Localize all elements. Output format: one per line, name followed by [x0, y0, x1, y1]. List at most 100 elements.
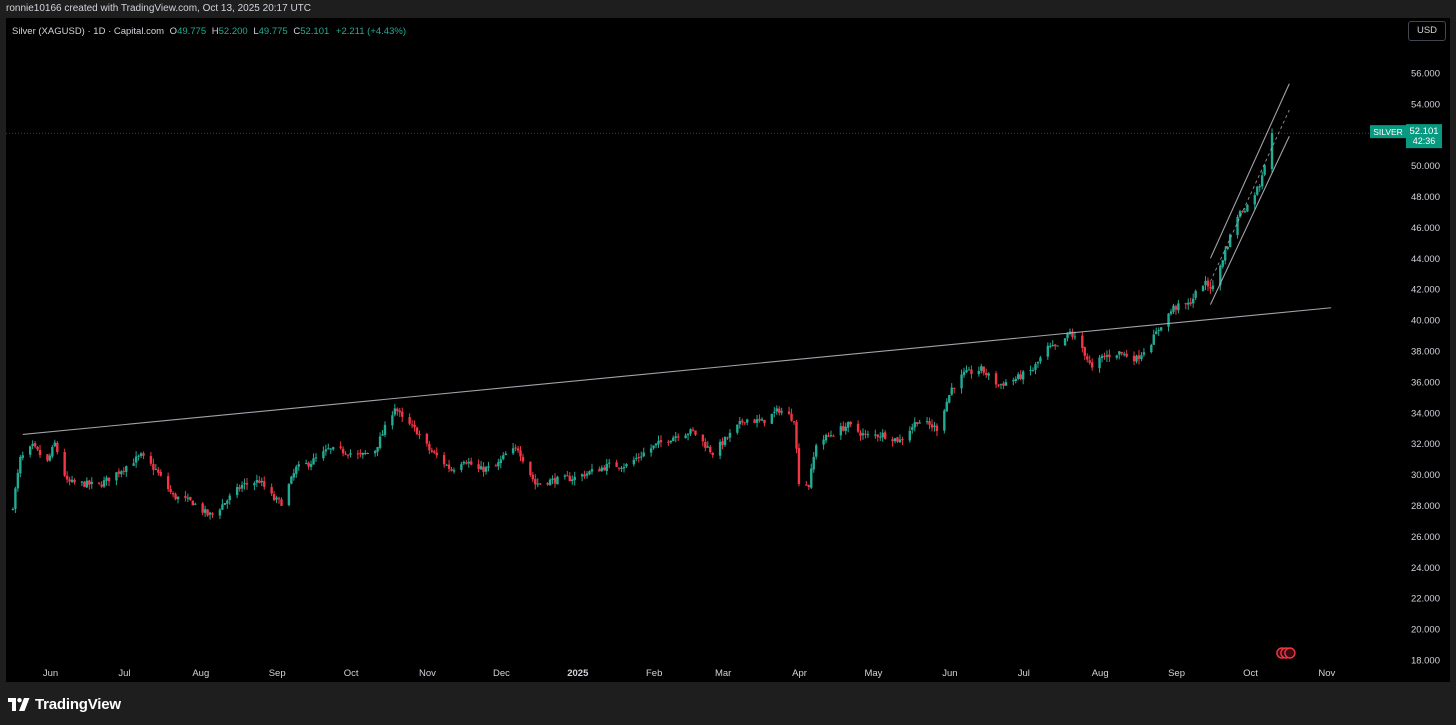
candle-body [1238, 211, 1242, 217]
chart-panel[interactable]: 56.00054.00052.00050.00048.00046.00044.0… [6, 18, 1450, 682]
candle [928, 417, 931, 430]
candle-body [755, 419, 759, 423]
x-tick-label: Dec [493, 668, 510, 679]
close-value: 52.101 [300, 26, 330, 37]
candle [674, 431, 677, 443]
candle [445, 463, 448, 466]
candle-body [245, 483, 249, 485]
candle-body [810, 468, 813, 488]
candle [930, 419, 934, 432]
candle [1051, 340, 1054, 347]
candle [1063, 338, 1067, 347]
candle [1155, 327, 1158, 335]
candle [1036, 361, 1040, 368]
candle [413, 420, 416, 432]
candle [21, 451, 24, 461]
currency-button[interactable]: USD [1408, 21, 1446, 41]
candle-body [608, 462, 611, 464]
candle [366, 452, 369, 455]
candle-body [659, 440, 663, 443]
candle-body [948, 395, 951, 403]
candle [401, 407, 404, 423]
candle [849, 421, 852, 428]
candle [531, 472, 535, 483]
candle [960, 369, 963, 394]
candle-body [263, 481, 266, 487]
candle-body [930, 424, 934, 428]
open-value: 49.775 [177, 26, 207, 37]
candle-body [1039, 357, 1042, 362]
candle-body [184, 495, 187, 498]
candle [632, 456, 636, 467]
candle [568, 472, 571, 482]
candle [149, 452, 153, 466]
candle [1246, 203, 1249, 213]
candle-body [235, 487, 239, 496]
price-tag-bg [1406, 124, 1442, 149]
candle-body [391, 415, 394, 426]
candle [1224, 245, 1227, 265]
candle [1258, 184, 1261, 192]
candle [933, 421, 936, 432]
candle [447, 459, 451, 473]
candle-body [499, 459, 502, 463]
candle-body [1172, 305, 1175, 312]
candle [1174, 304, 1178, 315]
candle-body [203, 509, 207, 513]
y-tick-label: 56.000 [1411, 68, 1440, 79]
candle [1253, 192, 1256, 210]
candle-body [839, 426, 843, 436]
candle-body [1021, 371, 1025, 380]
candle [97, 482, 101, 485]
candle [1260, 171, 1264, 190]
candle [1226, 245, 1229, 251]
candle [1049, 342, 1052, 349]
candle-body [1132, 355, 1136, 362]
candle [100, 481, 103, 488]
candle [590, 463, 594, 475]
candle-body [928, 421, 931, 425]
candle [312, 453, 315, 465]
candle [608, 458, 611, 469]
tradingview-brand[interactable]: TradingView [8, 696, 121, 713]
candle [881, 429, 884, 442]
price-chart[interactable]: 56.00054.00052.00050.00048.00046.00044.0… [6, 18, 1450, 682]
candle-body [1081, 335, 1084, 348]
candle [1004, 379, 1008, 386]
x-tick-label: Jul [118, 668, 130, 679]
candle-body [778, 408, 781, 413]
candle [945, 398, 948, 412]
candle [883, 430, 887, 440]
candle-body [1206, 280, 1210, 287]
candle [297, 461, 300, 471]
candle-body [149, 455, 153, 464]
x-tick-label: Jun [942, 668, 957, 679]
candle-body [349, 453, 352, 455]
candle [694, 430, 697, 436]
candle [174, 492, 177, 501]
candle-body [373, 450, 377, 454]
candle-body [844, 426, 847, 432]
candle [194, 502, 197, 506]
candle-body [773, 411, 776, 413]
candle [430, 447, 434, 454]
candle [999, 383, 1003, 389]
candle-body [1036, 361, 1040, 364]
candle [169, 484, 172, 495]
candle [398, 407, 401, 417]
candle [364, 450, 367, 456]
candle-body [960, 374, 963, 389]
candle-body [494, 465, 498, 467]
candle-body [19, 456, 22, 474]
y-tick-label: 48.000 [1411, 192, 1440, 203]
candle-body [787, 411, 791, 415]
channel-line [1209, 136, 1290, 305]
candle [1115, 354, 1118, 360]
y-tick-label: 36.000 [1411, 377, 1440, 388]
candle-body [258, 480, 261, 483]
candle-body [46, 454, 49, 461]
candle [48, 453, 52, 462]
candle [68, 476, 71, 486]
candle-body [208, 512, 212, 515]
candle [1002, 381, 1005, 389]
